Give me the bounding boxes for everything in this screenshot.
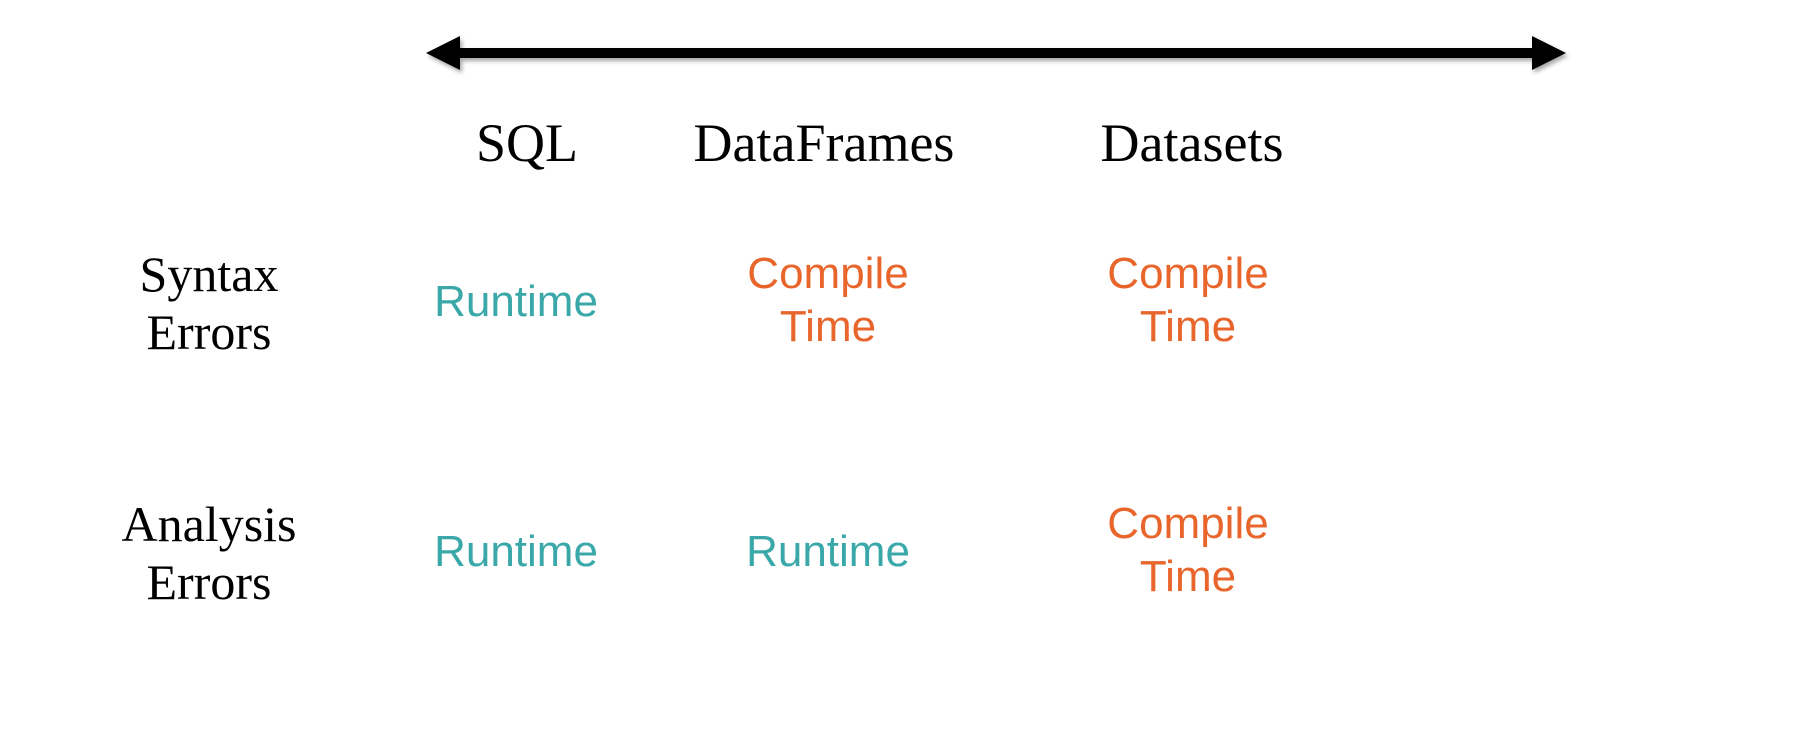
cell-analysis-dataframes: Runtime [718, 526, 938, 579]
row-label-analysis-errors: AnalysisErrors [54, 496, 364, 611]
cell-syntax-datasets: CompileTime [1068, 248, 1308, 354]
cell-syntax-sql: Runtime [406, 276, 626, 329]
row-label-syntax-errors: SyntaxErrors [54, 246, 364, 361]
comparison-diagram: SQL DataFrames Datasets SyntaxErrors Ana… [0, 0, 1804, 756]
cell-analysis-sql: Runtime [406, 526, 626, 579]
cell-analysis-datasets: CompileTime [1068, 498, 1308, 604]
column-header-sql: SQL [427, 112, 627, 174]
cell-syntax-dataframes: CompileTime [708, 248, 948, 354]
column-header-dataframes: DataFrames [654, 112, 994, 174]
column-header-datasets: Datasets [1052, 112, 1332, 174]
double-arrow-icon [426, 28, 1566, 78]
